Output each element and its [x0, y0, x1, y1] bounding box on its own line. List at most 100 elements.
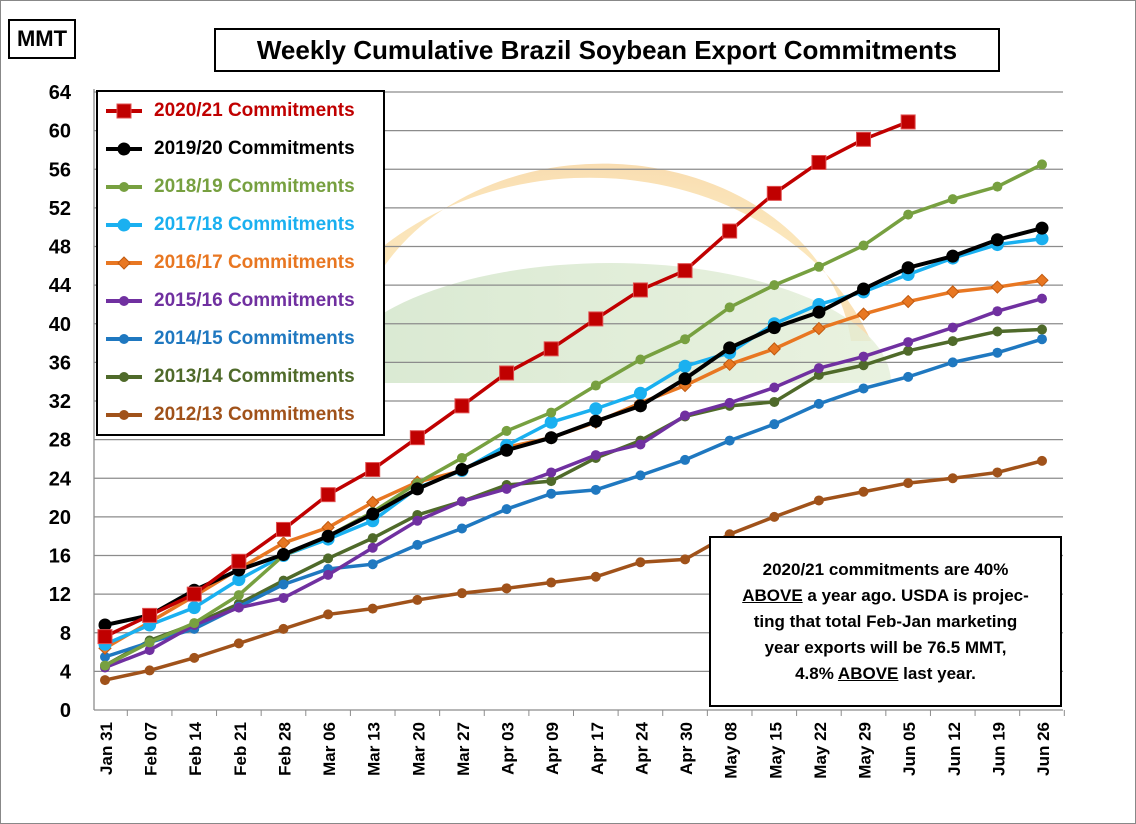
data-point: [858, 240, 869, 251]
data-point: [635, 470, 646, 481]
data-point: [990, 233, 1004, 247]
data-point: [499, 365, 515, 381]
data-point: [724, 302, 735, 313]
y-tick-label: 28: [49, 430, 71, 452]
legend-swatch-icon: [106, 218, 142, 232]
data-point: [546, 407, 557, 418]
data-point: [412, 539, 423, 550]
series-line: [104, 337, 1043, 659]
data-point: [992, 467, 1003, 478]
data-point: [633, 386, 647, 400]
data-point: [635, 354, 646, 365]
data-point: [680, 554, 691, 565]
data-point: [231, 553, 247, 569]
data-point: [723, 341, 737, 355]
x-tick-label: Mar 06: [320, 722, 339, 776]
data-point: [455, 463, 469, 477]
legend-item: 2018/19 Commitments: [98, 168, 355, 206]
y-tick-label: 44: [49, 275, 72, 297]
data-point: [635, 439, 646, 450]
data-point: [901, 294, 915, 309]
legend-label: 2012/13 Commitments: [154, 404, 355, 425]
note-line-3: ting that total Feb-Jan marketing: [753, 611, 1018, 631]
series-line: [104, 237, 1043, 646]
data-point: [811, 154, 827, 170]
data-point: [769, 511, 780, 522]
series-2012-13: [100, 455, 1047, 686]
data-point: [546, 488, 557, 499]
x-tick-label: Feb 14: [186, 721, 205, 775]
data-point: [501, 583, 512, 594]
series-2020-21: [97, 114, 916, 645]
chart-title: Weekly Cumulative Brazil Soybean Export …: [214, 28, 1000, 72]
x-tick-label: Feb 28: [275, 722, 294, 776]
legend-label: 2017/18 Commitments: [154, 214, 355, 235]
data-point: [813, 363, 824, 374]
data-point: [812, 305, 826, 319]
data-point: [97, 629, 113, 645]
data-point: [367, 559, 378, 570]
data-point: [144, 645, 155, 656]
data-point: [367, 603, 378, 614]
data-point: [100, 660, 110, 671]
data-point: [323, 553, 334, 564]
data-point: [946, 249, 960, 263]
data-point: [946, 285, 960, 299]
x-tick-label: Jun 19: [989, 722, 1008, 776]
legend: 2020/21 Commitments 2019/20 Commitments 20…: [96, 90, 385, 436]
x-tick-label: Jun 26: [1034, 722, 1053, 776]
legend-label: 2016/17 Commitments: [154, 252, 355, 273]
y-tick-label: 24: [49, 468, 72, 490]
data-point: [900, 114, 916, 130]
data-point: [278, 623, 289, 634]
data-point: [119, 372, 129, 382]
data-point: [233, 590, 244, 601]
data-point: [589, 402, 603, 416]
x-tick-label: Apr 17: [588, 722, 607, 775]
data-point: [1035, 232, 1049, 246]
data-point: [100, 675, 110, 686]
note-above-1: ABOVE: [742, 585, 803, 605]
data-point: [117, 256, 131, 270]
legend-swatch-icon: [106, 182, 142, 192]
legend-label: 2018/19 Commitments: [154, 176, 355, 197]
data-point: [189, 652, 200, 663]
data-point: [366, 507, 380, 521]
x-tick-label: May 15: [766, 722, 785, 779]
data-point: [233, 602, 244, 613]
data-point: [992, 306, 1003, 317]
note-line-5: 4.8% ABOVE last year.: [711, 661, 1060, 687]
y-tick-label: 12: [49, 584, 71, 606]
data-point: [456, 523, 467, 534]
legend-label: 2019/20 Commitments: [154, 138, 355, 159]
data-point: [856, 131, 872, 147]
data-point: [680, 334, 691, 345]
data-point: [543, 341, 559, 357]
legend-label: 2015/16 Commitments: [154, 290, 355, 311]
data-point: [769, 280, 780, 291]
legend-label: 2014/15 Commitments: [154, 328, 355, 349]
data-point: [1035, 273, 1049, 288]
data-point: [1037, 324, 1047, 335]
data-point: [412, 515, 423, 526]
data-point: [947, 322, 958, 333]
series-line: [104, 459, 1043, 682]
data-point: [119, 296, 129, 306]
note-line-1: 2020/21 commitments are 40%: [762, 559, 1009, 579]
data-point: [117, 142, 131, 156]
data-point: [320, 487, 336, 503]
y-tick-label: 48: [49, 237, 71, 259]
data-point: [119, 410, 129, 420]
data-point: [769, 419, 780, 430]
y-tick-label: 20: [49, 507, 71, 529]
y-tick-label: 16: [49, 546, 71, 568]
x-tick-label: May 29: [856, 722, 875, 779]
data-point: [116, 103, 132, 119]
x-tick-label: May 22: [811, 722, 830, 779]
data-point: [590, 571, 601, 582]
legend-label: 2013/14 Commitments: [154, 366, 355, 387]
data-point: [187, 601, 201, 615]
data-point: [544, 431, 558, 445]
data-point: [546, 476, 557, 487]
